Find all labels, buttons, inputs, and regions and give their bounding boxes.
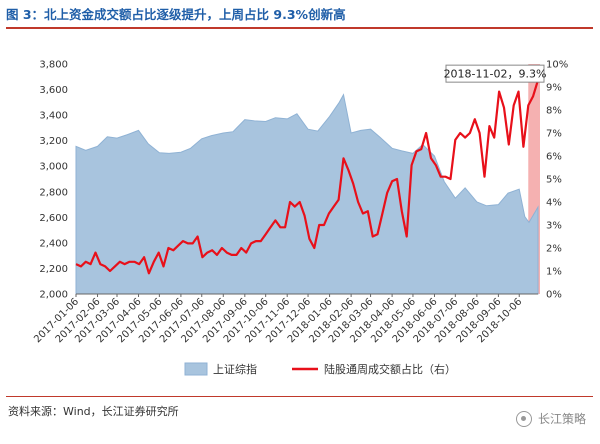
y-left-tick-label: 3,000 <box>39 162 68 173</box>
watermark-text: 长江策略 <box>537 412 586 426</box>
y-left-tick-label: 2,000 <box>39 290 68 301</box>
figure-title: 图 3：北上资金成交额占比逐级提升，上周占比 9.3%创新高 <box>6 7 346 22</box>
y-right-tick-label: 8% <box>546 106 562 117</box>
y-right-tick-label: 6% <box>546 152 562 163</box>
source-note: 资料来源：Wind，长江证券研究所 <box>8 405 179 418</box>
y-right-tick-label: 2% <box>546 244 562 255</box>
footer-divider <box>6 396 593 397</box>
y-left-tick-label: 3,400 <box>39 111 68 122</box>
y-left-tick-label: 2,600 <box>39 213 68 224</box>
y-right-tick-label: 10% <box>546 60 568 71</box>
y-right-tick-label: 9% <box>546 83 562 94</box>
y-left-tick-label: 2,800 <box>39 187 68 198</box>
y-left-tick-label: 3,800 <box>39 60 68 71</box>
watermark: 长江策略 <box>515 410 586 427</box>
y-right-tick-label: 3% <box>546 221 562 232</box>
legend-swatch-area <box>184 362 208 376</box>
y-left-tick-label: 3,200 <box>39 136 68 147</box>
y-left-tick-label: 2,400 <box>39 238 68 249</box>
annotation-box <box>445 64 545 83</box>
y-left-tick-label: 2,200 <box>39 264 68 275</box>
y-left-tick-label: 3,600 <box>39 85 68 96</box>
y-right-tick-label: 1% <box>546 267 562 278</box>
y-right-tick-label: 5% <box>546 175 562 186</box>
y-right-tick-label: 4% <box>546 198 562 209</box>
y-right-tick-label: 7% <box>546 129 562 140</box>
annotation-label: 2018-11-02，9.3% <box>444 68 547 81</box>
legend-label-area: 上证综指 <box>213 362 257 376</box>
dual-axis-chart: 2,000 2,200 2,400 2,600 2,800 3,000 3,200 3,400… <box>32 60 568 377</box>
y-right-tick-label: 0% <box>546 290 562 301</box>
legend-label-line: 陆股通周成交额占比（右） <box>324 362 456 376</box>
highlight-band <box>528 64 540 294</box>
title-divider <box>6 27 593 29</box>
wechat-logo-icon <box>515 410 532 427</box>
series-line-northbound-share <box>75 79 540 275</box>
